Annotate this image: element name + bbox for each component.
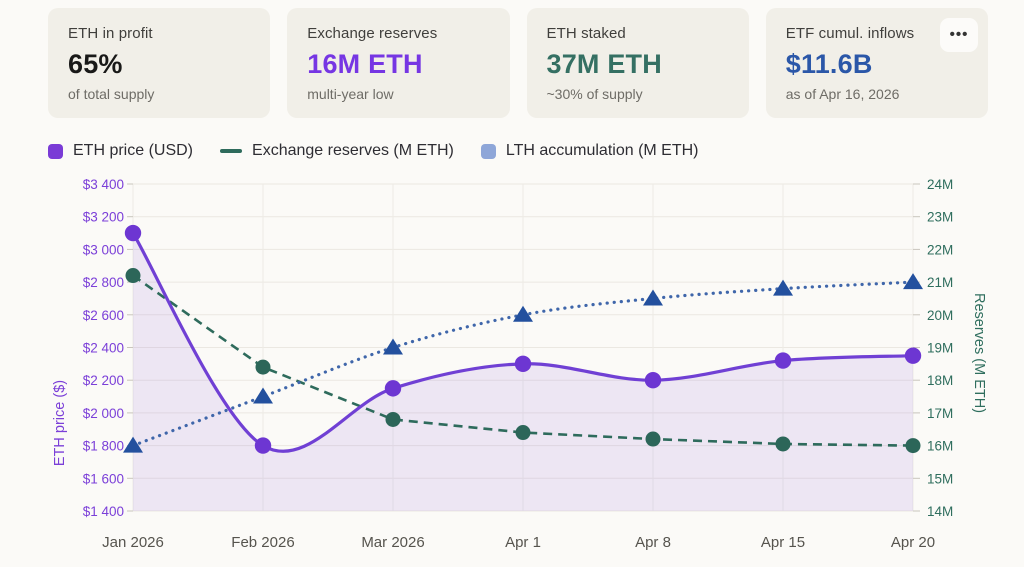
right-axis-tick: 22M bbox=[927, 242, 953, 257]
reserves-point[interactable] bbox=[645, 431, 661, 447]
stat-card-etf-inflows: ETF cumul. inflows $11.6B as of Apr 16, … bbox=[765, 8, 988, 118]
x-axis-tick: Jan 2026 bbox=[102, 534, 164, 551]
reserves-point[interactable] bbox=[905, 438, 921, 454]
right-axis-tick: 20M bbox=[927, 308, 953, 323]
stat-card-subtitle: as of Apr 16, 2026 bbox=[785, 86, 900, 102]
stat-card-title: ETH in profit bbox=[68, 25, 153, 42]
reserves-point[interactable] bbox=[775, 436, 791, 452]
eth-price-point[interactable] bbox=[254, 437, 272, 454]
right-axis-tick: 19M bbox=[927, 341, 953, 356]
lth-point[interactable] bbox=[513, 305, 533, 322]
stat-card-eth-in-profit: ETH in profit 65% of total supply bbox=[48, 8, 271, 118]
right-axis-tick: 21M bbox=[927, 275, 953, 290]
price-reserves-chart: $3 400 $3 200 $3 000 $2 800 $2 600 $2 400 $2 2… bbox=[0, 170, 1024, 567]
right-axis-tick: 16M bbox=[927, 439, 953, 454]
legend-label: Exchange reserves (M ETH) bbox=[252, 142, 454, 159]
ellipsis-icon: ••• bbox=[949, 26, 969, 43]
left-axis-tick: $2 200 bbox=[83, 373, 124, 388]
lth-point[interactable] bbox=[383, 338, 403, 355]
right-axis-tick: 23M bbox=[927, 210, 953, 225]
left-axis-tick: $2 600 bbox=[83, 308, 124, 323]
reserves-point[interactable] bbox=[385, 411, 401, 427]
reserves-point[interactable] bbox=[515, 425, 531, 441]
lth-point[interactable] bbox=[253, 387, 273, 404]
right-axis-tick: 17M bbox=[927, 406, 953, 421]
stat-card-title: Exchange reserves bbox=[307, 25, 438, 42]
x-axis-tick: Mar 2026 bbox=[361, 534, 424, 551]
right-axis-tick: 15M bbox=[927, 471, 953, 486]
right-axis-tick: 18M bbox=[927, 373, 953, 388]
left-axis: $3 400 $3 200 $3 000 $2 800 $2 600 $2 400 $2 2… bbox=[52, 177, 133, 519]
reserves-point[interactable] bbox=[125, 268, 141, 284]
stat-card-value: 65% bbox=[68, 49, 123, 79]
reserves-points bbox=[125, 268, 921, 454]
stat-card-subtitle: ~30% of supply bbox=[546, 86, 643, 102]
x-axis-tick: Apr 15 bbox=[761, 534, 805, 551]
left-axis-tick: $2 400 bbox=[83, 341, 124, 356]
x-axis-tick: Feb 2026 bbox=[231, 534, 294, 551]
legend-marker-eth-price bbox=[48, 143, 63, 159]
x-axis: Jan 2026 Feb 2026 Mar 2026 Apr 1 Apr 8 Apr 15… bbox=[102, 534, 935, 551]
left-axis-tick: $2 000 bbox=[83, 406, 124, 421]
lth-point[interactable] bbox=[903, 273, 923, 290]
eth-price-point[interactable] bbox=[904, 347, 922, 364]
left-axis-tick: $1 800 bbox=[83, 439, 124, 454]
reserves-point[interactable] bbox=[255, 359, 271, 375]
x-axis-tick: Apr 1 bbox=[505, 534, 541, 551]
legend-item-exchange-reserves[interactable]: Exchange reserves (M ETH) bbox=[220, 142, 454, 160]
lth-point[interactable] bbox=[643, 289, 663, 306]
stat-card-value: 37M ETH bbox=[546, 49, 662, 79]
eth-price-point[interactable] bbox=[124, 224, 142, 242]
lth-point[interactable] bbox=[773, 279, 793, 296]
more-options-button[interactable]: ••• bbox=[940, 18, 978, 52]
left-axis-tick: $1 400 bbox=[83, 504, 124, 519]
stat-card-subtitle: multi-year low bbox=[307, 86, 394, 102]
stat-card-title: ETH staked bbox=[546, 25, 626, 42]
legend-label: ETH price (USD) bbox=[73, 142, 194, 159]
eth-price-point[interactable] bbox=[774, 352, 792, 369]
legend-item-eth-price[interactable]: ETH price (USD) bbox=[48, 142, 193, 160]
lth-points bbox=[123, 273, 923, 453]
stat-card-value: $11.6B bbox=[785, 49, 873, 79]
right-axis-tick: 24M bbox=[927, 177, 953, 192]
x-axis-tick: Apr 8 bbox=[635, 534, 671, 551]
eth-price-point[interactable] bbox=[514, 355, 532, 373]
left-axis-tick: $1 600 bbox=[83, 471, 124, 486]
x-axis-tick: Apr 20 bbox=[891, 534, 935, 551]
legend-marker-exchange-reserves bbox=[220, 149, 243, 153]
chart-legend: ETH price (USD) Exchange reserves (M ETH… bbox=[48, 142, 699, 160]
right-axis-tick: 14M bbox=[927, 504, 953, 519]
left-axis-tick: $2 800 bbox=[83, 275, 124, 290]
eth-price-points bbox=[124, 224, 922, 454]
stat-card-subtitle: of total supply bbox=[68, 86, 155, 102]
eth-price-point[interactable] bbox=[644, 372, 662, 389]
left-axis-title: ETH price ($) bbox=[52, 380, 68, 466]
lth-point[interactable] bbox=[123, 436, 143, 453]
legend-label: LTH accumulation (M ETH) bbox=[505, 142, 699, 159]
stats-cards-row: ETH in profit 65% of total supply Exchan… bbox=[48, 8, 988, 118]
left-axis-tick: $3 400 bbox=[83, 177, 124, 192]
legend-item-lth-accumulation[interactable]: LTH accumulation (M ETH) bbox=[480, 142, 699, 160]
eth-price-point[interactable] bbox=[384, 380, 402, 397]
left-axis-tick: $3 200 bbox=[83, 210, 124, 225]
right-axis: 24M 23M 22M 21M 20M 19M 18M 17M 16M 15M 14M Reserve… bbox=[913, 177, 987, 519]
left-axis-tick: $3 000 bbox=[83, 242, 124, 257]
stat-card-value: 16M ETH bbox=[307, 49, 423, 79]
stat-card-title: ETF cumul. inflows bbox=[785, 25, 915, 42]
chart-canvas: $3 400 $3 200 $3 000 $2 800 $2 600 $2 400 $2 2… bbox=[52, 177, 987, 551]
stat-card-exchange-reserves: Exchange reserves 16M ETH multi-year low bbox=[287, 8, 510, 118]
legend-marker-lth-accumulation bbox=[480, 143, 496, 159]
right-axis-title: Reserves (M ETH) bbox=[971, 293, 987, 413]
stat-card-eth-staked: ETH staked 37M ETH ~30% of supply bbox=[526, 8, 749, 118]
